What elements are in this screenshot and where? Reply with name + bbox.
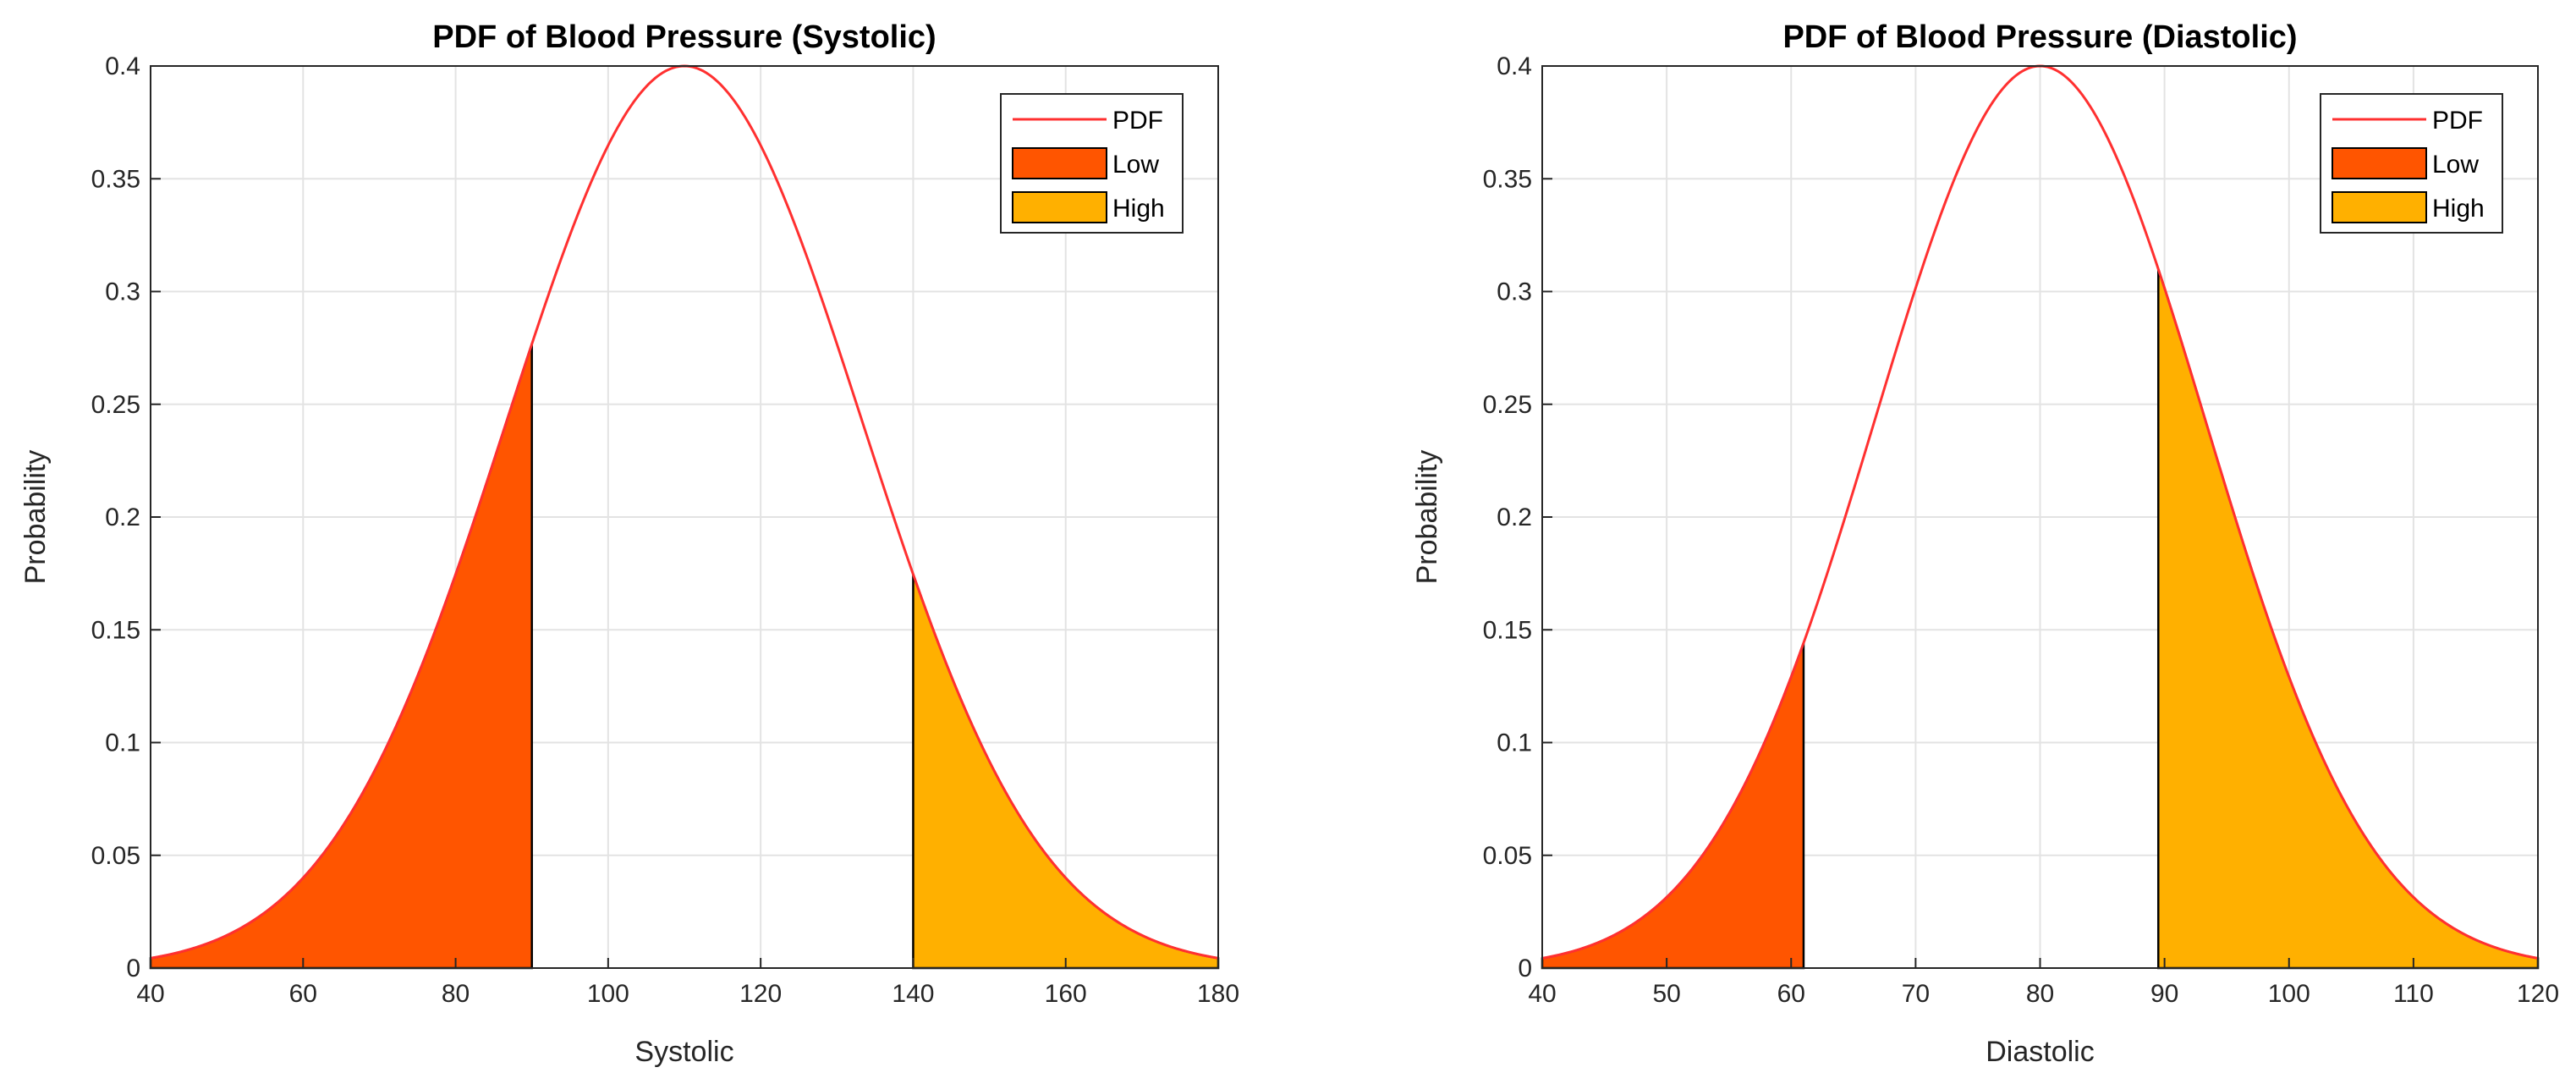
y-tick-label: 0.3 bbox=[105, 278, 140, 306]
y-tick-label: 0.15 bbox=[1483, 616, 1532, 644]
legend-swatch-high bbox=[1012, 191, 1107, 223]
y-tick-label: 0.35 bbox=[1483, 165, 1532, 193]
legend-label-low: Low bbox=[2432, 151, 2479, 179]
x-tick-label: 180 bbox=[1197, 980, 1239, 1008]
y-tick-label: 0.25 bbox=[1483, 391, 1532, 419]
x-tick-label: 40 bbox=[136, 980, 164, 1008]
x-tick-label: 80 bbox=[2026, 980, 2054, 1008]
legend: PDF Low High bbox=[1000, 93, 1184, 234]
x-tick-label: 160 bbox=[1045, 980, 1087, 1008]
chart-title: PDF of Blood Pressure (Systolic) bbox=[432, 19, 936, 55]
y-tick-label: 0.3 bbox=[1497, 278, 1532, 306]
legend-swatch-low bbox=[2332, 147, 2427, 179]
chart-2: 40 50 60 70 80 90 100 110 120 0 0.05 0.1 0.15 0.2 0.25… bbox=[1411, 19, 2559, 1068]
y-axis-label: Probability bbox=[19, 450, 52, 585]
y-axis-label: Probability bbox=[1411, 450, 1443, 585]
chart-title: PDF of Blood Pressure (Diastolic) bbox=[1782, 19, 2297, 55]
y-tick-label: 0.05 bbox=[91, 842, 140, 870]
y-tick-label: 0.25 bbox=[91, 391, 140, 419]
x-tick-label: 120 bbox=[739, 980, 782, 1008]
x-axis-label: Diastolic bbox=[1986, 1036, 2094, 1068]
chart-1: 40 60 80 100 120 140 160 180 0 0.05 0.1 0.15 0.2 0.25… bbox=[19, 19, 1239, 1068]
x-axis-label: Systolic bbox=[634, 1036, 733, 1068]
x-tick-label: 50 bbox=[1652, 980, 1680, 1008]
x-tick-label: 60 bbox=[289, 980, 317, 1008]
legend-label-high: High bbox=[1112, 195, 1165, 223]
x-tick-label: 70 bbox=[1902, 980, 1930, 1008]
x-tick-label: 60 bbox=[1777, 980, 1805, 1008]
y-tick-label: 0 bbox=[1518, 955, 1532, 982]
y-tick-label: 0.2 bbox=[105, 503, 140, 531]
y-tick-label: 0.15 bbox=[91, 616, 140, 644]
legend-swatch-low bbox=[1012, 147, 1107, 179]
y-tick-label: 0.05 bbox=[1483, 842, 1532, 870]
x-tick-label: 40 bbox=[1528, 980, 1556, 1008]
legend-label-low: Low bbox=[1112, 151, 1159, 179]
x-tick-label: 100 bbox=[2268, 980, 2310, 1008]
x-tick-label: 140 bbox=[892, 980, 934, 1008]
x-tick-label: 120 bbox=[2517, 980, 2559, 1008]
x-tick-label: 100 bbox=[587, 980, 629, 1008]
legend-swatch-high bbox=[2332, 191, 2427, 223]
x-tick-label: 90 bbox=[2150, 980, 2178, 1008]
legend-label-pdf: PDF bbox=[2432, 107, 2483, 135]
y-tick-label: 0.35 bbox=[91, 165, 140, 193]
x-tick-label: 110 bbox=[2393, 980, 2434, 1008]
legend: PDF Low High bbox=[2320, 93, 2503, 234]
legend-label-high: High bbox=[2432, 195, 2485, 223]
legend-label-pdf: PDF bbox=[1112, 107, 1163, 135]
y-tick-label: 0.1 bbox=[105, 729, 140, 757]
y-tick-label: 0.2 bbox=[1497, 503, 1532, 531]
y-tick-label: 0 bbox=[126, 955, 140, 982]
y-tick-label: 0.1 bbox=[1497, 729, 1532, 757]
y-tick-label: 0.4 bbox=[1497, 52, 1532, 80]
x-tick-label: 80 bbox=[442, 980, 470, 1008]
y-tick-label: 0.4 bbox=[105, 52, 140, 80]
